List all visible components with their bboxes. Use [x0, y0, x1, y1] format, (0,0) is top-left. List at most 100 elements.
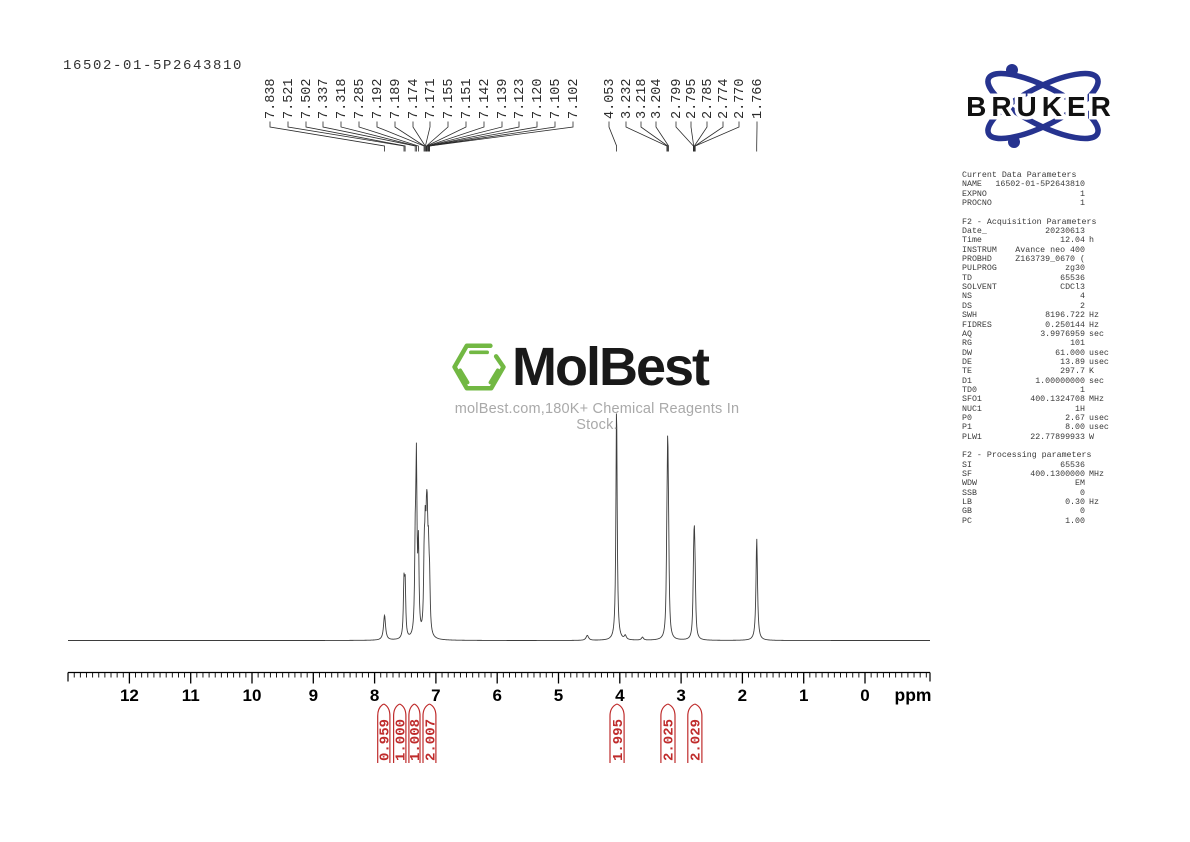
integral-bracket [422, 703, 437, 763]
peak-shift-label: 7.285 [353, 78, 368, 119]
parameter-value: 3.9976959 [1040, 329, 1085, 339]
acquisition-parameters-panel: Current Data Parameters NAME 16502-01-5P26… [962, 171, 1190, 526]
parameter-row: P0 2.67 usec [962, 414, 1190, 423]
axis-unit-label: ppm [895, 685, 932, 705]
integral-bracket [609, 703, 625, 763]
parameter-label: PULPROG [962, 264, 997, 274]
peak-label-leader [640, 121, 669, 152]
axis-tick-label: 0 [860, 686, 869, 705]
parameter-value: 4 [1080, 292, 1085, 302]
parameter-label: NS [962, 292, 972, 302]
peak-shift-label: 7.105 [549, 78, 564, 119]
integral-value: 0.959 [378, 719, 394, 761]
parameter-row: RG 101 [962, 339, 1190, 348]
parameter-row: PULPROG zg30 [962, 264, 1190, 273]
peak-label-leader [608, 121, 617, 152]
parameter-value: CDCl3 [1060, 283, 1085, 293]
integral-value: 1.995 [611, 719, 627, 761]
peak-label-leader [694, 121, 724, 152]
parameter-label: Date_ [962, 227, 987, 237]
axis-tick-label: 3 [676, 686, 685, 705]
parameter-row: PROCNO 1 [962, 199, 1190, 208]
peak-label-leader [376, 121, 425, 152]
integral-value: 2.007 [423, 719, 439, 761]
parameter-value: 400.1300000 [1030, 470, 1085, 479]
parameter-row: DW 61.000 usec [962, 349, 1190, 358]
parameter-value: 20230613 [1045, 227, 1085, 237]
parameter-label: SOLVENT [962, 283, 997, 293]
parameter-unit: h [1089, 236, 1094, 246]
bruker-orbit-icon [985, 64, 1101, 148]
parameter-row: P1 8.00 usec [962, 423, 1190, 432]
peak-shift-label: 4.053 [603, 78, 618, 119]
watermark-brand-text: MolBest [512, 337, 710, 397]
parameter-row: PLW1 22.77899933 W [962, 433, 1190, 442]
peak-label-leader [428, 121, 520, 152]
benzene-hexagon-icon [452, 343, 506, 391]
parameter-row: INSTRUM Avance neo 400 [962, 246, 1190, 255]
integral-value: 2.025 [662, 719, 678, 761]
parameter-unit: Hz [1089, 320, 1099, 330]
parameter-value: 1.00 [1065, 516, 1085, 526]
parameter-value: 61.000 [1055, 348, 1085, 358]
parameter-row: EXPNO 1 [962, 190, 1190, 199]
bruker-logo-text: BRUKER [966, 91, 1116, 122]
parameter-label: GB [962, 507, 972, 517]
parameter-row: WDW EM [962, 479, 1190, 488]
peak-label-leader [690, 121, 695, 152]
parameter-row: TE 297.7 K [962, 367, 1190, 376]
parameter-value: 1.00000000 [1035, 376, 1085, 386]
parameter-value: 1 [1080, 385, 1085, 395]
peak-shift-label: 7.192 [371, 78, 386, 119]
parameter-row: GB 0 [962, 507, 1190, 516]
peak-label-leader [358, 121, 419, 152]
parameter-label: DS [962, 301, 972, 311]
parameter-row: FIDRES 0.250144 Hz [962, 321, 1190, 330]
parameter-label: P1 [962, 423, 972, 433]
parameter-unit: Hz [1089, 311, 1099, 321]
parameter-value: EM [1075, 479, 1085, 489]
parameter-value: 8196.722 [1045, 311, 1085, 321]
axis-tick-label: 5 [554, 686, 563, 705]
parameter-label: PROBHD [962, 255, 992, 265]
parameter-label: DE [962, 357, 972, 367]
peak-label-leader [340, 121, 417, 152]
parameter-row: Date_ 20230613 [962, 227, 1190, 236]
integral-value: 2.029 [689, 719, 705, 761]
parameter-row: SSB 0 [962, 489, 1190, 498]
parameter-label: SSB [962, 488, 977, 498]
peak-shift-label: 2.795 [685, 78, 700, 119]
parameter-value: Avance neo 400 [1015, 245, 1085, 255]
spectrum-curve [68, 413, 930, 641]
parameter-label: D1 [962, 376, 972, 386]
peak-label-leader [322, 121, 416, 152]
parameter-row: PROBHD Z163739_0670 ( [962, 255, 1190, 264]
parameter-label: LB [962, 498, 972, 508]
parameter-label: P0 [962, 413, 972, 423]
peak-label-leader [305, 121, 406, 152]
parameter-value: 297.7 [1060, 367, 1085, 377]
peak-shift-label: 1.766 [751, 78, 766, 119]
parameter-row: PC 1.00 [962, 517, 1190, 526]
peak-label-leader [426, 121, 467, 152]
parameter-unit: sec [1089, 329, 1104, 339]
parameter-row: D1 1.00000000 sec [962, 377, 1190, 386]
parameter-value: 0.30 [1065, 498, 1085, 508]
parameter-row: TD0 1 [962, 386, 1190, 395]
bruker-logo: BRUKER [948, 56, 1133, 156]
parameter-label: PROCNO [962, 199, 992, 209]
parameter-value: 13.89 [1060, 357, 1085, 367]
parameter-row: AQ 3.9976959 sec [962, 330, 1190, 339]
parameter-row: SOLVENT CDCl3 [962, 283, 1190, 292]
axis-tick-label: 8 [370, 686, 379, 705]
axis-tick-label: 11 [182, 686, 200, 705]
parameter-label: PLW1 [962, 432, 982, 442]
integral-bracket [408, 703, 421, 763]
parameter-unit: W [1089, 432, 1094, 442]
peak-shift-label: 7.139 [496, 78, 511, 119]
axis-tick-label: 6 [492, 686, 501, 705]
parameter-unit: K [1089, 367, 1094, 377]
peak-shift-label: 2.770 [733, 78, 748, 119]
peak-shift-label: 7.102 [567, 78, 582, 119]
